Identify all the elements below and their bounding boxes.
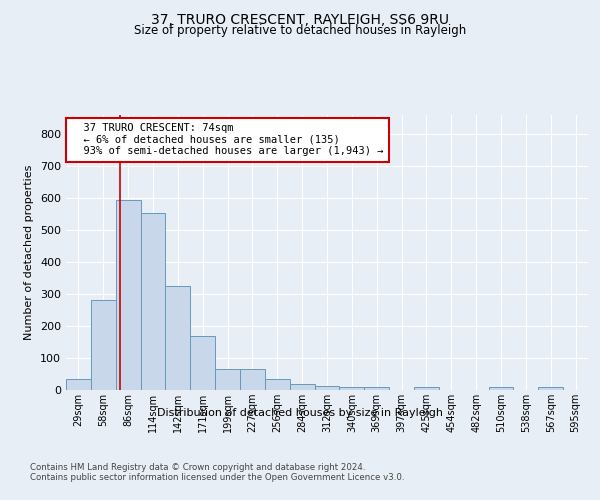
Bar: [414, 388, 439, 390]
Text: Contains public sector information licensed under the Open Government Licence v3: Contains public sector information licen…: [30, 472, 404, 482]
Bar: [166, 286, 190, 390]
Bar: [364, 388, 389, 390]
Text: 37 TRURO CRESCENT: 74sqm
  ← 6% of detached houses are smaller (135)
  93% of se: 37 TRURO CRESCENT: 74sqm ← 6% of detache…: [71, 123, 384, 156]
Bar: [190, 336, 215, 390]
Y-axis label: Number of detached properties: Number of detached properties: [25, 165, 34, 340]
Bar: [340, 388, 364, 390]
Bar: [314, 386, 340, 390]
Bar: [140, 214, 166, 390]
Bar: [91, 300, 116, 390]
Bar: [116, 200, 140, 390]
Bar: [538, 388, 563, 390]
Bar: [290, 384, 314, 390]
Text: Size of property relative to detached houses in Rayleigh: Size of property relative to detached ho…: [134, 24, 466, 37]
Bar: [240, 369, 265, 390]
Text: 37, TRURO CRESCENT, RAYLEIGH, SS6 9RU: 37, TRURO CRESCENT, RAYLEIGH, SS6 9RU: [151, 12, 449, 26]
Bar: [265, 379, 290, 390]
Bar: [488, 388, 514, 390]
Bar: [215, 369, 240, 390]
Bar: [66, 379, 91, 390]
Text: Distribution of detached houses by size in Rayleigh: Distribution of detached houses by size …: [157, 408, 443, 418]
Text: Contains HM Land Registry data © Crown copyright and database right 2024.: Contains HM Land Registry data © Crown c…: [30, 462, 365, 471]
